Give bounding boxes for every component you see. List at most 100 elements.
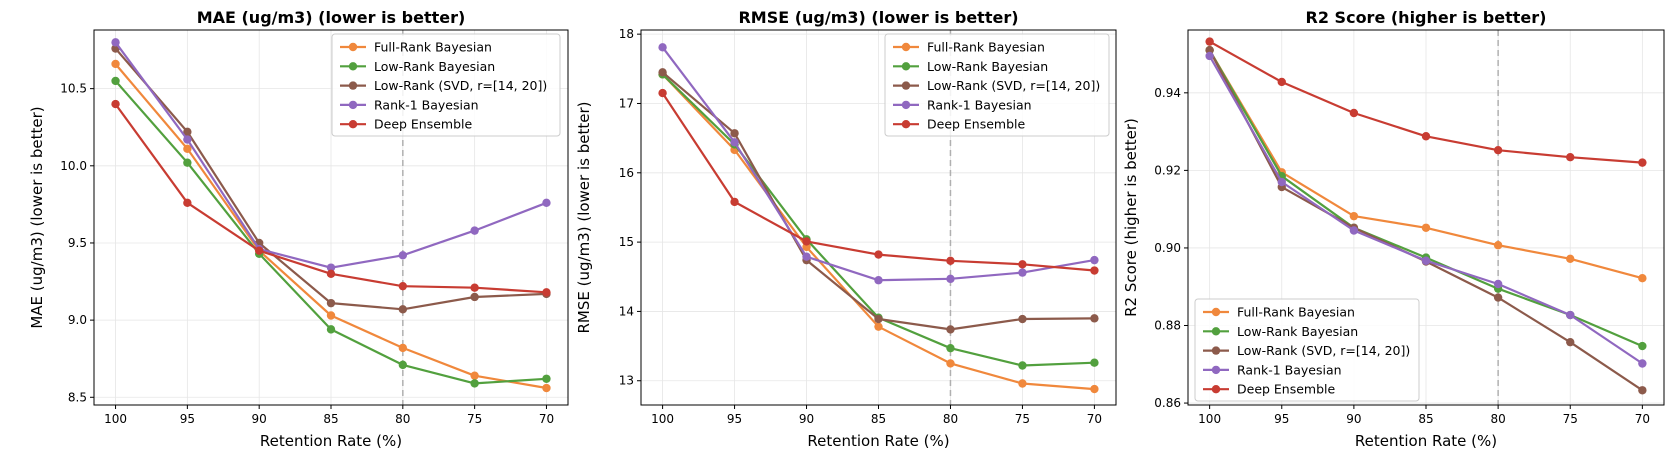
data-point [398,305,408,314]
data-point [542,198,551,208]
legend-label: Deep Ensemble [1237,382,1336,397]
x-tick-label: 95 [1274,412,1289,426]
x-tick-label: 100 [104,412,127,426]
chart-title: RMSE (ug/m3) (lower is better) [738,8,1018,27]
legend-swatch-marker [348,100,358,110]
x-tick-label: 70 [1087,412,1102,426]
data-point [398,343,408,353]
data-point [326,269,336,279]
data-point [398,360,408,370]
legend-swatch-marker [901,120,911,129]
legend: Full-Rank Bayesian Low-Rank Bayesian Low-R… [331,33,561,137]
data-point [1205,45,1214,55]
x-tick-label: 80 [943,412,958,426]
data-point [326,311,336,320]
data-point [946,256,955,266]
x-tick-label: 95 [727,412,742,426]
x-tick-label: 95 [180,412,195,426]
data-point [1277,77,1286,87]
chart-title: R2 Score (higher is better) [1306,8,1547,27]
y-tick-label: 0.92 [1154,163,1181,177]
legend-label: Rank-1 Bayesian [374,97,479,112]
legend-box [1194,298,1420,402]
data-point [1638,386,1647,395]
data-point [874,314,883,324]
legend-label: Low-Rank (SVD, r=[14, 20]) [1237,343,1410,358]
x-tick-label: 85 [871,412,886,426]
data-point [1349,226,1359,235]
data-point [326,325,336,334]
legend-swatch-marker [901,81,911,90]
legend-swatch-marker [1211,365,1221,375]
data-point [183,198,192,208]
chart-panel-3: 100 95 90 85 80 75 70 0.86 0.88 0.90 0.92 0.94 R2 Sc… [1122,8,1665,450]
legend-label: Full-Rank Bayesian [1237,305,1355,320]
x-tick-label: 100 [1198,412,1221,426]
x-tick-label: 75 [467,412,482,426]
legend-box [331,33,561,137]
data-point [1566,310,1575,320]
y-tick-label: 9.0 [68,313,87,327]
legend: Full-Rank Bayesian Low-Rank Bayesian Low-R… [884,33,1110,137]
legend-swatch-marker [1211,346,1221,355]
legend-label: Low-Rank Bayesian [374,59,495,74]
y-tick-label: 17 [619,96,634,110]
chart-panel-2: 100 95 90 85 80 75 70 13 14 15 16 17 18 RMSE (ug/m3) … [575,8,1117,450]
y-tick-label: 15 [619,235,634,249]
legend-label: Rank-1 Bayesian [927,97,1032,112]
data-point [1493,241,1503,250]
x-tick-label: 75 [1563,412,1578,426]
y-tick-label: 16 [619,166,634,180]
x-tick-label: 70 [539,412,554,426]
legend-swatch-marker [348,62,358,71]
data-point [946,325,955,334]
data-point [1090,314,1099,323]
y-tick-label: 8.5 [68,390,87,404]
data-point [398,281,408,291]
data-point [1018,314,1027,324]
chart-title: MAE (ug/m3) (lower is better) [197,8,466,27]
legend-label: Rank-1 Bayesian [1237,362,1342,377]
data-point [1018,379,1027,388]
data-point [1018,260,1027,269]
x-axis-label: Retention Rate (%) [260,432,402,450]
data-point [1638,359,1647,368]
y-tick-label: 13 [619,374,634,388]
y-tick-label: 0.86 [1154,396,1181,410]
data-point [1205,37,1214,46]
y-tick-label: 10.0 [60,159,87,173]
y-axis-label: MAE (ug/m3) (lower is better) [28,106,46,328]
x-axis-label: Retention Rate (%) [807,432,949,450]
legend: Full-Rank Bayesian Low-Rank Bayesian Low-R… [1194,298,1420,402]
x-tick-label: 100 [651,412,674,426]
x-tick-label: 90 [252,412,267,426]
data-point [730,129,739,138]
x-tick-label: 80 [1490,412,1505,426]
data-point [470,292,479,302]
data-point [470,283,479,292]
data-point [1493,293,1503,302]
legend-label: Deep Ensemble [374,117,473,132]
legend-swatch-marker [1211,385,1221,394]
y-axis-label: RMSE (ug/m3) (lower is better) [575,102,593,334]
data-point [874,250,883,259]
legend-swatch-marker [901,100,911,110]
legend-label: Full-Rank Bayesian [374,40,492,55]
data-point [1493,146,1503,155]
data-point [183,144,192,154]
y-tick-label: 0.90 [1154,241,1181,255]
legend-box [884,33,1110,137]
data-point [111,76,120,86]
legend-swatch-marker [1211,327,1221,336]
data-point [326,298,336,308]
legend-swatch-marker [348,81,358,90]
data-point [470,226,479,235]
data-point [111,38,120,47]
legend-swatch-marker [901,62,911,71]
legend-label: Low-Rank Bayesian [1237,324,1358,339]
data-point [1493,279,1503,289]
data-point [1090,255,1099,265]
data-point [470,379,479,388]
legend-label: Deep Ensemble [927,117,1026,132]
x-tick-label: 90 [799,412,814,426]
